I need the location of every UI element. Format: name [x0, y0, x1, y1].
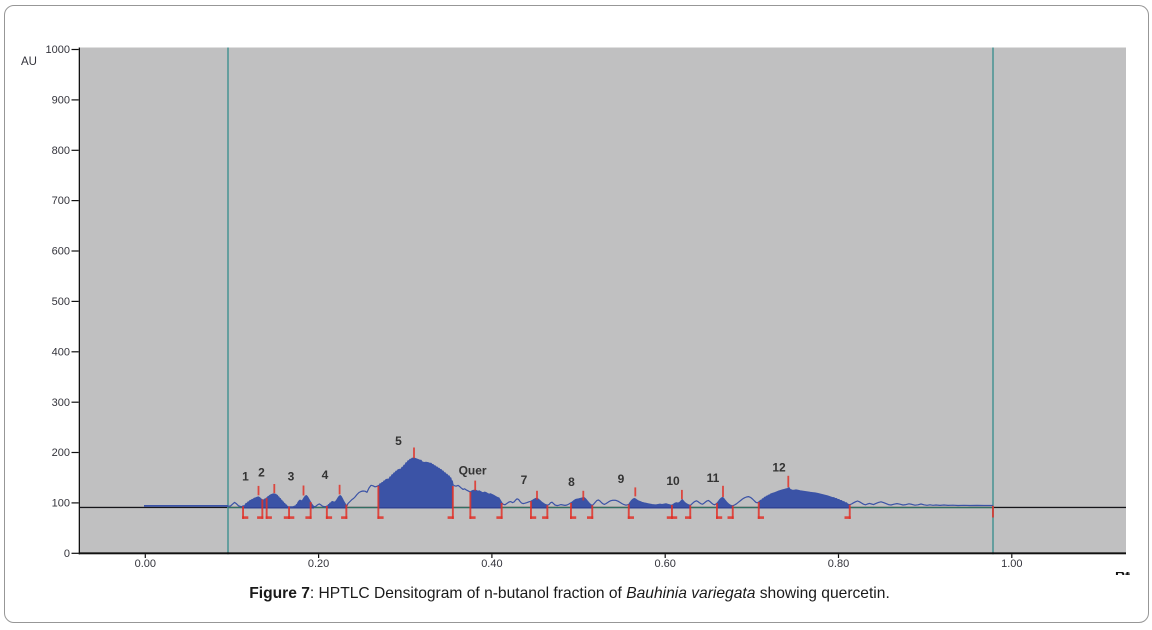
svg-text:500: 500 [52, 296, 70, 308]
svg-text:0.20: 0.20 [308, 558, 329, 570]
svg-text:100: 100 [52, 498, 70, 510]
svg-text:800: 800 [52, 145, 70, 157]
svg-text:4: 4 [322, 468, 329, 482]
svg-text:300: 300 [52, 397, 70, 409]
svg-text:1.00: 1.00 [1001, 558, 1022, 570]
svg-text:5: 5 [395, 434, 402, 448]
svg-text:900: 900 [52, 95, 70, 107]
svg-text:Quer: Quer [459, 464, 487, 478]
svg-text:3: 3 [288, 470, 295, 484]
svg-text:AU: AU [21, 56, 37, 68]
svg-text:2: 2 [258, 466, 265, 480]
svg-text:7: 7 [521, 473, 528, 487]
svg-text:8: 8 [568, 475, 575, 489]
svg-text:0.60: 0.60 [654, 558, 675, 570]
svg-text:1: 1 [242, 470, 249, 484]
svg-text:0: 0 [64, 548, 70, 560]
svg-text:10: 10 [666, 474, 680, 488]
svg-text:0.80: 0.80 [828, 558, 849, 570]
svg-text:700: 700 [52, 195, 70, 207]
svg-text:1000: 1000 [46, 44, 70, 56]
svg-text:400: 400 [52, 346, 70, 358]
svg-text:200: 200 [52, 447, 70, 459]
svg-text:9: 9 [618, 472, 625, 486]
svg-text:0.00: 0.00 [135, 558, 156, 570]
svg-text:12: 12 [772, 461, 786, 475]
svg-text:11: 11 [707, 471, 720, 485]
svg-text:0.40: 0.40 [481, 558, 502, 570]
svg-text:600: 600 [52, 246, 70, 258]
